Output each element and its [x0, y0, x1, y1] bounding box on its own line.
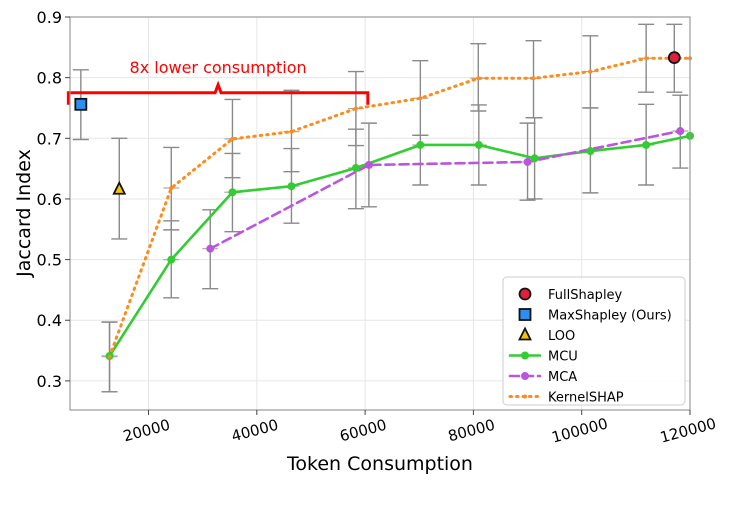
maxshapley-ours-marker	[74, 97, 88, 111]
mcu-marker	[167, 255, 176, 264]
legend-label-kernelshap: KernelSHAP	[548, 391, 624, 406]
kernelshap-marker	[353, 106, 358, 111]
x-tick-label: 20000	[121, 416, 172, 446]
kernelshap-marker	[107, 354, 112, 359]
legend-label-loo: LOO	[548, 329, 575, 344]
mcu-marker	[530, 154, 539, 163]
fullshapley-marker	[667, 51, 681, 65]
legend-box	[502, 276, 686, 406]
mcu-marker	[521, 351, 529, 360]
legend-label-maxshapley-ours: MaxShapley (Ours)	[548, 309, 672, 324]
x-tick-label: 120000	[658, 414, 718, 446]
mca-marker	[676, 127, 685, 136]
series-markers	[74, 51, 694, 361]
kernelshap-marker	[418, 96, 423, 101]
y-axis-label: Jaccard Index	[13, 149, 35, 278]
annotation-bracket	[66, 80, 370, 105]
loo-marker	[112, 180, 127, 195]
mca-marker	[364, 160, 373, 169]
legend-label-fullshapley: FullShapley	[548, 288, 623, 303]
kernelshap-marker	[644, 56, 649, 61]
mca-marker	[521, 372, 529, 380]
x-tick-label: 80000	[446, 416, 497, 446]
x-axis-label: Token Consumption	[286, 453, 473, 475]
plot-frame	[69, 16, 691, 411]
y-tick-label: 0.8	[37, 69, 62, 88]
kernelshap-marker	[169, 186, 174, 191]
x-tick-label: 60000	[338, 416, 389, 446]
y-tick-label: 0.4	[37, 311, 62, 330]
kernelshap-marker	[289, 129, 294, 134]
mcu-marker	[642, 140, 651, 149]
y-ticks: 0.3 0.4 0.5 0.6 0.7 0.8 0.9	[37, 8, 70, 391]
mcu-marker	[228, 188, 237, 197]
loo-marker	[518, 326, 532, 341]
x-tick-label: 100000	[550, 414, 610, 446]
y-tick-label: 0.9	[37, 8, 62, 27]
y-tick-label: 0.6	[37, 190, 62, 209]
mca-line	[208, 129, 682, 250]
y-tick-label: 0.3	[37, 372, 62, 391]
kernelshap-marker	[230, 136, 235, 141]
mca-marker	[523, 157, 532, 166]
kernelshap-marker	[531, 76, 536, 81]
kernelshap-marker	[523, 394, 527, 399]
y-tick-label: 0.5	[37, 251, 62, 270]
mcu-marker	[351, 164, 360, 173]
mcu-marker	[474, 140, 483, 149]
kernelshap-marker	[588, 69, 593, 74]
legend: FullShapley MaxShapley (Ours) LOO MCU MCA Ker…	[502, 276, 686, 406]
mca-marker	[206, 244, 215, 253]
x-tick-label: 40000	[230, 416, 281, 446]
annotation: 8x lower consumption	[66, 58, 370, 105]
fullshapley-marker	[518, 287, 532, 301]
mcu-marker	[586, 147, 595, 156]
legend-label-mca: MCA	[548, 370, 577, 385]
annotation-text: 8x lower consumption	[130, 58, 307, 77]
kernelshap-marker	[476, 76, 481, 81]
maxshapley-ours-marker	[518, 308, 532, 321]
legend-label-mcu: MCU	[548, 350, 578, 365]
mcu-marker	[287, 182, 296, 191]
y-tick-label: 0.7	[37, 129, 62, 148]
mcu-marker	[416, 140, 425, 149]
x-ticks: 20000 40000 60000 80000 100000 120000	[121, 410, 718, 447]
